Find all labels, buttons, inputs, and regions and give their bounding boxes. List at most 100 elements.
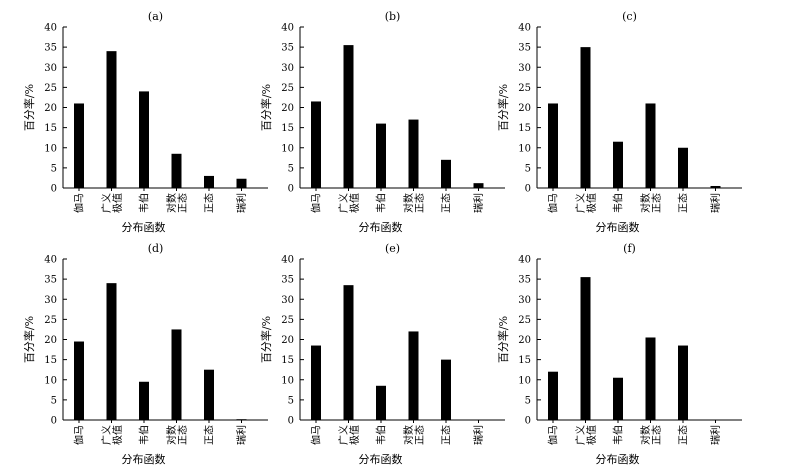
- y-tick-label: 5: [525, 395, 531, 406]
- panel-title: (e): [385, 242, 400, 255]
- y-axis-title: 百分率/%: [259, 84, 273, 131]
- x-category-label: 瑞利: [236, 425, 248, 445]
- bar: [376, 385, 386, 420]
- x-axis-title: 分布函数: [359, 453, 403, 466]
- bar: [678, 147, 688, 188]
- bar: [106, 51, 117, 189]
- y-tick-label: 10: [518, 375, 531, 386]
- x-category-label: 广义: [575, 425, 587, 445]
- x-category-label: 广义: [338, 425, 350, 445]
- x-category-label: 伽马: [547, 425, 560, 445]
- x-category-label: 瑞利: [236, 193, 248, 213]
- bar: [74, 341, 84, 420]
- x-category-label: 对数: [165, 425, 178, 445]
- bar: [441, 359, 451, 420]
- x-category-label: 瑞利: [473, 193, 485, 213]
- y-tick-label: 25: [518, 83, 531, 94]
- x-category-label: 正态: [677, 425, 690, 445]
- y-tick-label: 10: [44, 143, 57, 154]
- bar: [171, 153, 182, 188]
- bar: [311, 101, 321, 188]
- x-category-label: 正态: [650, 193, 663, 213]
- y-tick-label: 10: [44, 375, 57, 386]
- x-category-label: 极值: [348, 193, 361, 213]
- y-axis-title: 百分率/%: [259, 316, 273, 363]
- x-category-label: 韦伯: [612, 425, 625, 445]
- x-category-label: 正态: [413, 425, 426, 445]
- x-category-label: 伽马: [73, 425, 86, 445]
- x-category-label: 韦伯: [375, 425, 388, 445]
- x-category-label: 正态: [203, 425, 216, 445]
- panel-title: (b): [385, 10, 401, 23]
- bar: [613, 141, 623, 188]
- y-tick-label: 35: [44, 275, 57, 286]
- panel-title: (d): [148, 242, 164, 255]
- x-category-label: 广义: [101, 425, 113, 445]
- x-axis-title: 分布函数: [596, 453, 640, 466]
- bar: [106, 283, 117, 420]
- y-tick-label: 15: [281, 123, 294, 134]
- y-tick-label: 0: [288, 184, 294, 195]
- y-tick-label: 30: [44, 63, 57, 74]
- y-tick-label: 35: [281, 43, 294, 54]
- y-tick-label: 0: [51, 184, 57, 195]
- bar: [343, 45, 354, 188]
- y-tick-label: 35: [518, 275, 531, 286]
- y-tick-label: 40: [44, 23, 57, 34]
- x-category-label: 伽马: [547, 193, 560, 213]
- bar: [678, 345, 688, 420]
- x-category-label: 伽马: [73, 193, 86, 213]
- y-tick-label: 10: [281, 143, 294, 154]
- bar: [204, 369, 214, 420]
- bar: [473, 183, 484, 188]
- y-tick-label: 20: [44, 335, 57, 346]
- y-tick-label: 40: [518, 23, 531, 34]
- y-tick-label: 10: [518, 143, 531, 154]
- y-tick-label: 25: [518, 315, 531, 326]
- y-tick-label: 25: [281, 315, 294, 326]
- x-axis-title: 分布函数: [122, 453, 166, 466]
- y-tick-label: 40: [518, 255, 531, 266]
- y-tick-label: 0: [51, 416, 57, 427]
- x-category-label: 广义: [575, 193, 587, 213]
- x-category-label: 正态: [440, 425, 453, 445]
- y-tick-label: 30: [518, 63, 531, 74]
- y-tick-label: 40: [281, 23, 294, 34]
- y-tick-label: 30: [281, 63, 294, 74]
- x-category-label: 韦伯: [612, 193, 625, 213]
- y-tick-label: 25: [44, 315, 57, 326]
- x-category-label: 对数: [402, 193, 415, 213]
- bar: [580, 277, 591, 420]
- x-category-label: 正态: [650, 425, 663, 445]
- bar: [236, 178, 247, 188]
- x-category-label: 瑞利: [710, 193, 722, 213]
- bar: [710, 185, 721, 188]
- x-axis-title: 分布函数: [122, 221, 166, 234]
- bar: [408, 119, 419, 188]
- y-axis-title: 百分率/%: [22, 316, 36, 363]
- x-category-label: 对数: [639, 193, 652, 213]
- bar: [376, 123, 386, 188]
- bar: [343, 285, 354, 420]
- x-category-label: 伽马: [310, 425, 323, 445]
- y-tick-label: 15: [44, 123, 57, 134]
- bar: [311, 345, 321, 420]
- bar: [645, 103, 656, 188]
- bar: [236, 419, 247, 420]
- panel-title: (f): [623, 242, 636, 255]
- panel-title: (a): [148, 10, 163, 23]
- x-category-label: 正态: [413, 193, 426, 213]
- x-category-label: 正态: [176, 425, 189, 445]
- x-category-label: 极值: [585, 193, 598, 213]
- y-tick-label: 25: [44, 83, 57, 94]
- y-tick-label: 10: [281, 375, 294, 386]
- x-axis-title: 分布函数: [359, 221, 403, 234]
- x-category-label: 正态: [176, 193, 189, 213]
- x-category-label: 瑞利: [473, 425, 485, 445]
- y-axis-title: 百分率/%: [22, 84, 36, 131]
- bar: [204, 175, 214, 188]
